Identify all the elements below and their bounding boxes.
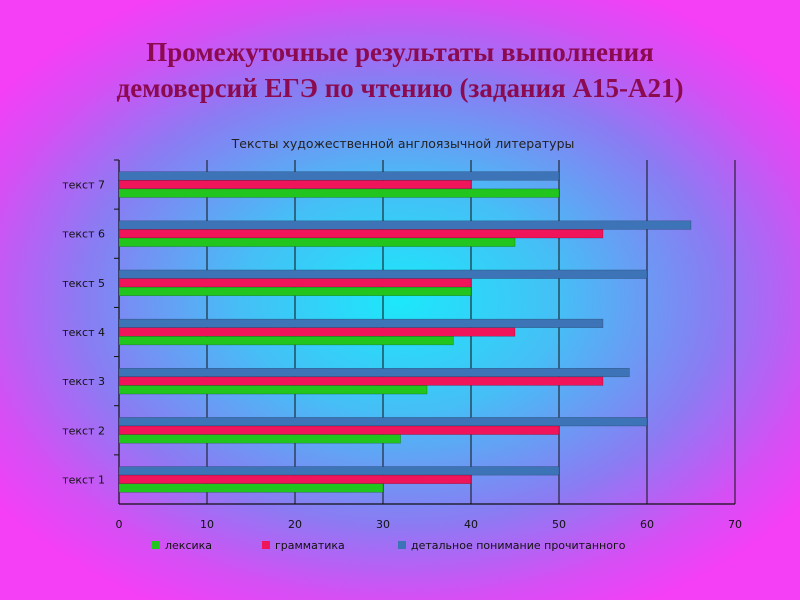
bar-grammar — [118, 327, 516, 337]
x-tick-label: 50 — [552, 518, 566, 531]
chart-title: Тексты художественной англоязычной литер… — [231, 136, 575, 151]
x-tick-label: 20 — [288, 518, 302, 531]
chart-legend: лексика грамматика детальное понимание про… — [152, 539, 626, 552]
x-tick-label: 0 — [116, 518, 123, 531]
category-label: текст 7 — [62, 179, 105, 192]
plot-area: 0 10 20 30 40 50 60 70 текст 1 текст 2 текст 3 текс… — [62, 159, 742, 531]
x-tick-label: 40 — [464, 518, 478, 531]
x-tick-label: 70 — [728, 518, 742, 531]
legend-swatch-lexicon — [152, 541, 160, 549]
x-tick-label: 60 — [640, 518, 654, 531]
slide-title-line-2: демоверсий ЕГЭ по чтению (задания А15-А2… — [116, 73, 684, 103]
bar-detailed — [118, 367, 630, 378]
bar-detailed — [118, 220, 692, 230]
bar-detailed — [118, 269, 648, 279]
category-label: текст 5 — [62, 277, 105, 290]
bar-grammar — [118, 278, 472, 288]
category-label: текст 4 — [62, 326, 105, 339]
bar-detailed — [118, 466, 560, 476]
bar-detailed — [118, 417, 648, 427]
bar-grammar — [118, 180, 472, 190]
bar-grammar — [118, 229, 604, 239]
bar-grammar — [118, 376, 604, 386]
bar-lexicon — [118, 188, 560, 198]
category-label: текст 6 — [62, 228, 105, 241]
bar-lexicon — [118, 286, 472, 297]
slide-title: Промежуточные результаты выполнения демо… — [0, 34, 800, 106]
legend-swatch-detailed — [398, 541, 406, 549]
bar-lexicon — [118, 336, 454, 346]
category-label: текст 2 — [62, 424, 105, 437]
bar-grammar — [118, 474, 472, 484]
bar-lexicon — [118, 385, 428, 395]
legend-label: грамматика — [275, 539, 345, 552]
bar-detailed — [118, 171, 560, 181]
bar-lexicon — [118, 237, 516, 247]
legend-label: детальное понимание прочитанного — [411, 539, 626, 552]
x-tick-label: 10 — [200, 518, 214, 531]
slide-title-line-1: Промежуточные результаты выполнения — [146, 37, 654, 67]
bar-lexicon — [118, 483, 384, 493]
bar-detailed — [118, 318, 604, 328]
legend-swatch-grammar — [262, 541, 270, 549]
bar-lexicon — [118, 434, 401, 444]
category-label: текст 1 — [62, 473, 105, 486]
x-tick-label: 30 — [376, 518, 390, 531]
category-label: текст 3 — [62, 375, 105, 388]
legend-label: лексика — [165, 539, 212, 552]
bar-grammar — [118, 425, 560, 435]
